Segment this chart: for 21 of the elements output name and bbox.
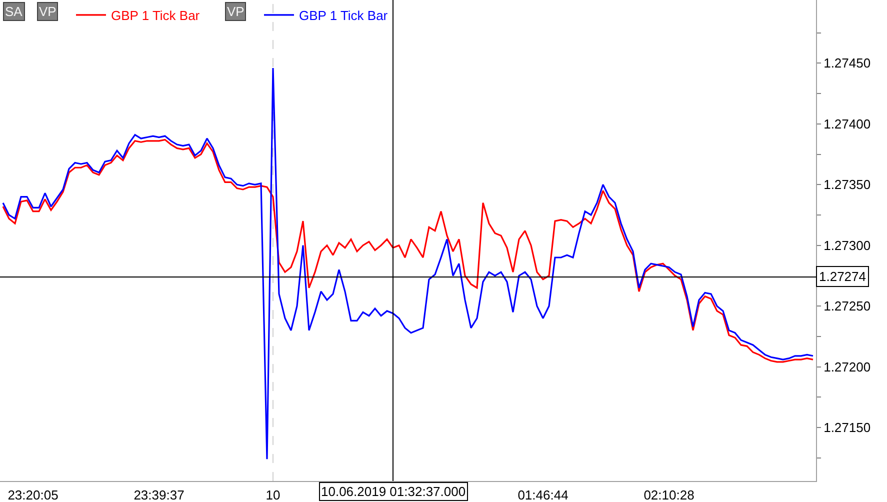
y-tick-label: 1.27450 xyxy=(824,56,871,71)
y-tick-label: 1.27150 xyxy=(824,420,871,436)
x-tick-label: 23:20:05 xyxy=(8,488,58,502)
annotation: VP xyxy=(227,4,244,19)
x-tick-label: 01:46:44 xyxy=(518,488,568,502)
y-tick-label: 1.27350 xyxy=(824,177,871,192)
y-tick-label: 1.27300 xyxy=(824,238,871,253)
y-tick-label: 1.27200 xyxy=(824,359,871,374)
x-tick-label: 10.06.2019 01:32:37.000 xyxy=(321,484,466,499)
y-tick-label: 1.27250 xyxy=(824,298,871,314)
legend-label: GBP 1 Tick Bar xyxy=(111,8,200,24)
x-tick-label: 10 xyxy=(266,488,280,502)
line-series xyxy=(2,138,814,363)
y-tick-label: 1.27400 xyxy=(824,116,871,132)
line-series xyxy=(2,67,814,460)
x-tick-label: 23:39:37 xyxy=(134,488,184,502)
ref-line-label: 1.27274 xyxy=(819,269,866,284)
annotation: SA xyxy=(5,4,23,19)
x-tick-label: 02:10:28 xyxy=(644,488,694,502)
annotation: VP xyxy=(39,4,56,19)
legend-label: GBP 1 Tick Bar xyxy=(299,8,388,24)
